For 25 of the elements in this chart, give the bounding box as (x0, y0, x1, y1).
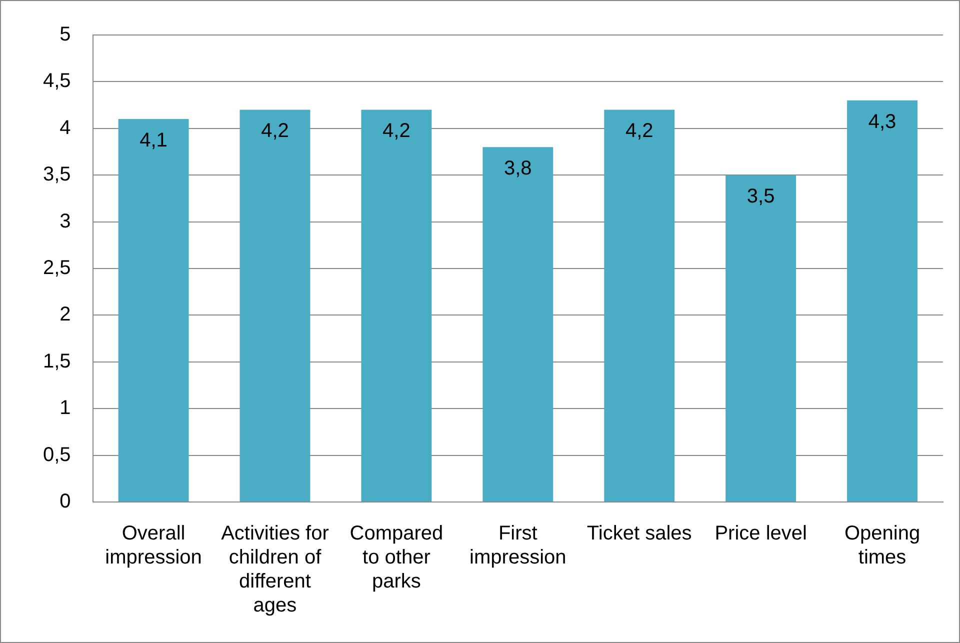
x-tick-label: Overall impression (105, 522, 202, 569)
data-label: 3,8 (504, 158, 532, 180)
x-tick-label: Opening times (844, 522, 920, 569)
data-label: 4,3 (868, 110, 896, 133)
data-label: 4,2 (382, 120, 410, 142)
x-tick-label: Compared to other parks (350, 522, 444, 593)
x-tick-label: First impression (470, 522, 566, 569)
y-tick-label: 5 (60, 24, 71, 46)
y-tick-label: 1 (60, 397, 71, 420)
y-tick-label: 4,5 (42, 70, 71, 92)
y-tick-label: 2 (60, 304, 71, 326)
data-label: 4,1 (140, 130, 168, 152)
data-label: 3,5 (746, 186, 775, 208)
data-label: 4,2 (261, 120, 289, 142)
y-tick-label: 2,5 (42, 257, 71, 280)
x-tick-label: Price level (714, 522, 807, 545)
y-tick-label: 0 (60, 490, 71, 513)
y-tick-label: 3 (60, 210, 71, 232)
x-tick-label: Activities for children of different ages (221, 522, 330, 617)
y-tick-label: 3,5 (42, 164, 71, 186)
x-tick-label: Ticket sales (586, 522, 692, 545)
y-tick-label: 4 (60, 116, 71, 139)
data-label: 4,2 (625, 120, 654, 142)
y-tick-label: 0,5 (42, 444, 71, 466)
y-tick-label: 1,5 (42, 350, 71, 372)
